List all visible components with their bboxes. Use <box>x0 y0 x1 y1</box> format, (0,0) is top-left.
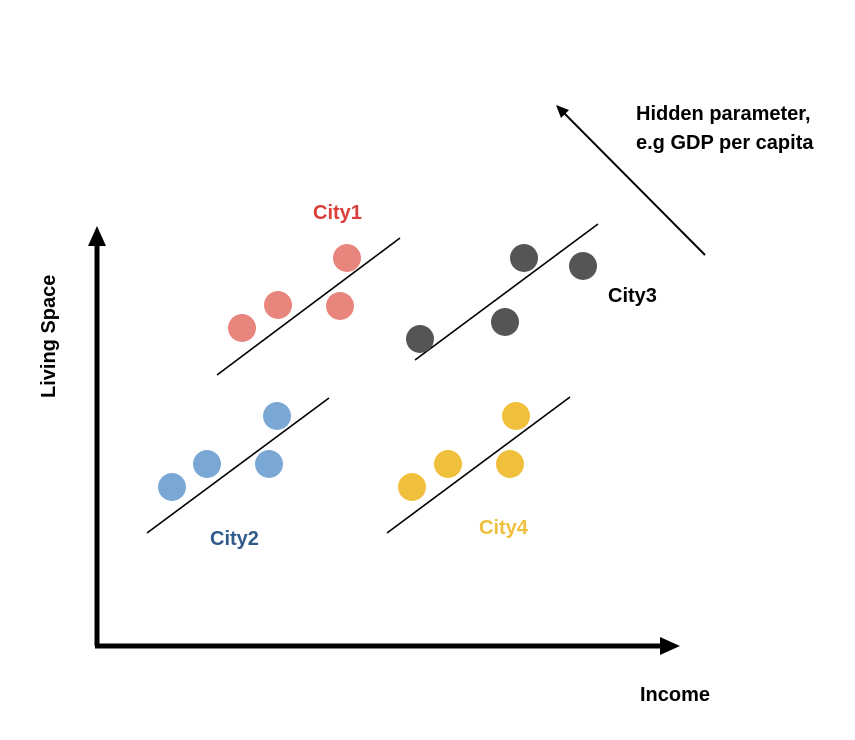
city3-trend-line <box>414 223 599 361</box>
city3-point <box>406 325 434 353</box>
city4-point <box>502 402 530 430</box>
cluster-city1: City1 <box>216 202 401 376</box>
city2-point <box>193 450 221 478</box>
x-axis-arrowhead <box>660 637 680 655</box>
y-axis-arrowhead <box>88 226 106 246</box>
cluster-city2: City2 <box>146 397 330 550</box>
city1-trend-line <box>216 237 401 376</box>
city3-point <box>510 244 538 272</box>
axes <box>88 226 680 655</box>
city4-point <box>398 473 426 501</box>
city1-point <box>264 291 292 319</box>
hidden-parameter-label-line2: e.g GDP per capita <box>636 132 814 154</box>
city2-trend-line <box>146 397 330 534</box>
hidden-parameter-arrow <box>562 111 706 256</box>
city1-point <box>333 244 361 272</box>
city2-point <box>255 450 283 478</box>
city3-point <box>569 252 597 280</box>
cluster-city4: City4 <box>386 396 571 539</box>
cluster-city3: City3 <box>406 223 657 361</box>
city1-point <box>326 292 354 320</box>
city3-label: City3 <box>608 285 657 307</box>
city2-point <box>158 473 186 501</box>
city4-point <box>496 450 524 478</box>
hidden-parameter-label-line1: Hidden parameter, <box>636 103 811 125</box>
hidden-parameter-arrowhead <box>556 105 569 118</box>
city1-point <box>228 314 256 342</box>
city2-label: City2 <box>210 528 259 550</box>
city4-trend-line <box>386 396 571 534</box>
city1-label: City1 <box>313 202 362 224</box>
y-axis-label: Living Space <box>38 275 60 398</box>
city3-point <box>491 308 519 336</box>
city2-point <box>263 402 291 430</box>
x-axis-label: Income <box>640 684 710 706</box>
city4-label: City4 <box>479 517 529 539</box>
city4-point <box>434 450 462 478</box>
